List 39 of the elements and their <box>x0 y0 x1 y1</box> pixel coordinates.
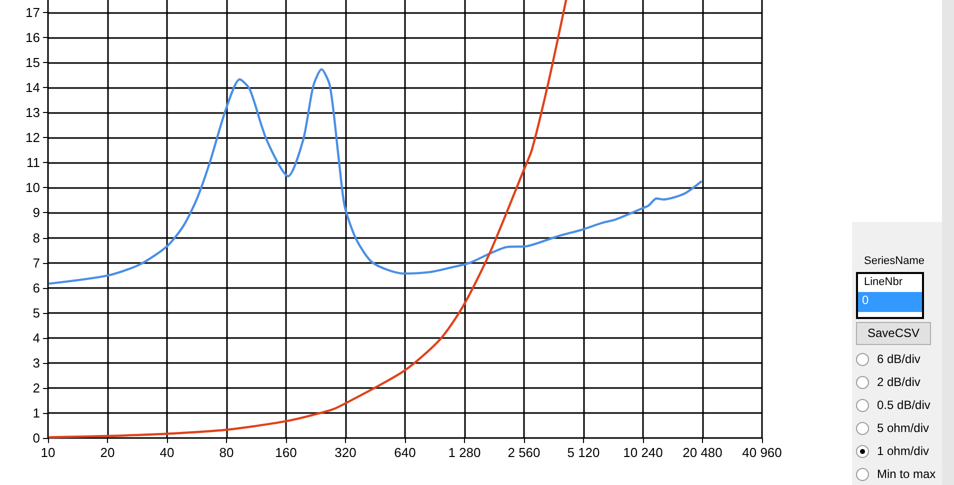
x-tick-label: 5 120 <box>567 445 600 460</box>
y-tick-label: 9 <box>32 205 40 220</box>
y-tick-label: 3 <box>32 355 40 370</box>
text: 6 dB/div <box>877 352 920 366</box>
text: Min to max <box>877 467 936 481</box>
y-tick-label: 0 <box>32 430 40 446</box>
y-tick-label: 11 <box>26 155 40 170</box>
y-tick-label: 5 <box>32 305 40 320</box>
x-tick-label: 40 <box>160 445 174 460</box>
y-tick-label: 1 <box>32 405 40 420</box>
x-tick-label: 1 280 <box>448 445 481 460</box>
x-tick-label: 320 <box>334 445 356 460</box>
y-tick-label: 15 <box>26 55 40 70</box>
text: 5 ohm/div <box>877 421 930 435</box>
y-tick-label: 10 <box>26 180 40 196</box>
x-tick-label: 80 <box>219 445 234 460</box>
series-table: LineNbr 0 <box>856 272 924 319</box>
y-tick-label: 7 <box>32 255 40 270</box>
text: 1 ohm/div <box>877 444 930 458</box>
y-tick-label: 17 <box>26 5 40 20</box>
text: SeriesName <box>864 255 925 267</box>
x-tick-label: 20 <box>100 445 115 460</box>
text: SaveCSV <box>856 322 931 345</box>
y-tick-label: 6 <box>32 280 40 296</box>
y-tick-label: 14 <box>26 80 40 96</box>
x-tick-label: 10 240 <box>623 445 663 460</box>
x-tick-label: 40 960 <box>742 445 782 460</box>
y-tick-label: 12 <box>26 130 40 146</box>
text: 2 dB/div <box>877 375 920 389</box>
x-tick-label: 160 <box>275 445 297 460</box>
y-tick-label: 8 <box>32 230 40 246</box>
y-tick-label: 16 <box>26 30 40 46</box>
x-tick-label: 20 480 <box>682 445 722 460</box>
text: 0.5 dB/div <box>877 398 930 412</box>
y-tick-label: 4 <box>32 330 40 346</box>
x-tick-label: 2 560 <box>508 445 540 460</box>
y-tick-label: 13 <box>26 105 40 120</box>
x-tick-label: 640 <box>394 445 416 460</box>
y-tick-label: 2 <box>32 380 40 396</box>
